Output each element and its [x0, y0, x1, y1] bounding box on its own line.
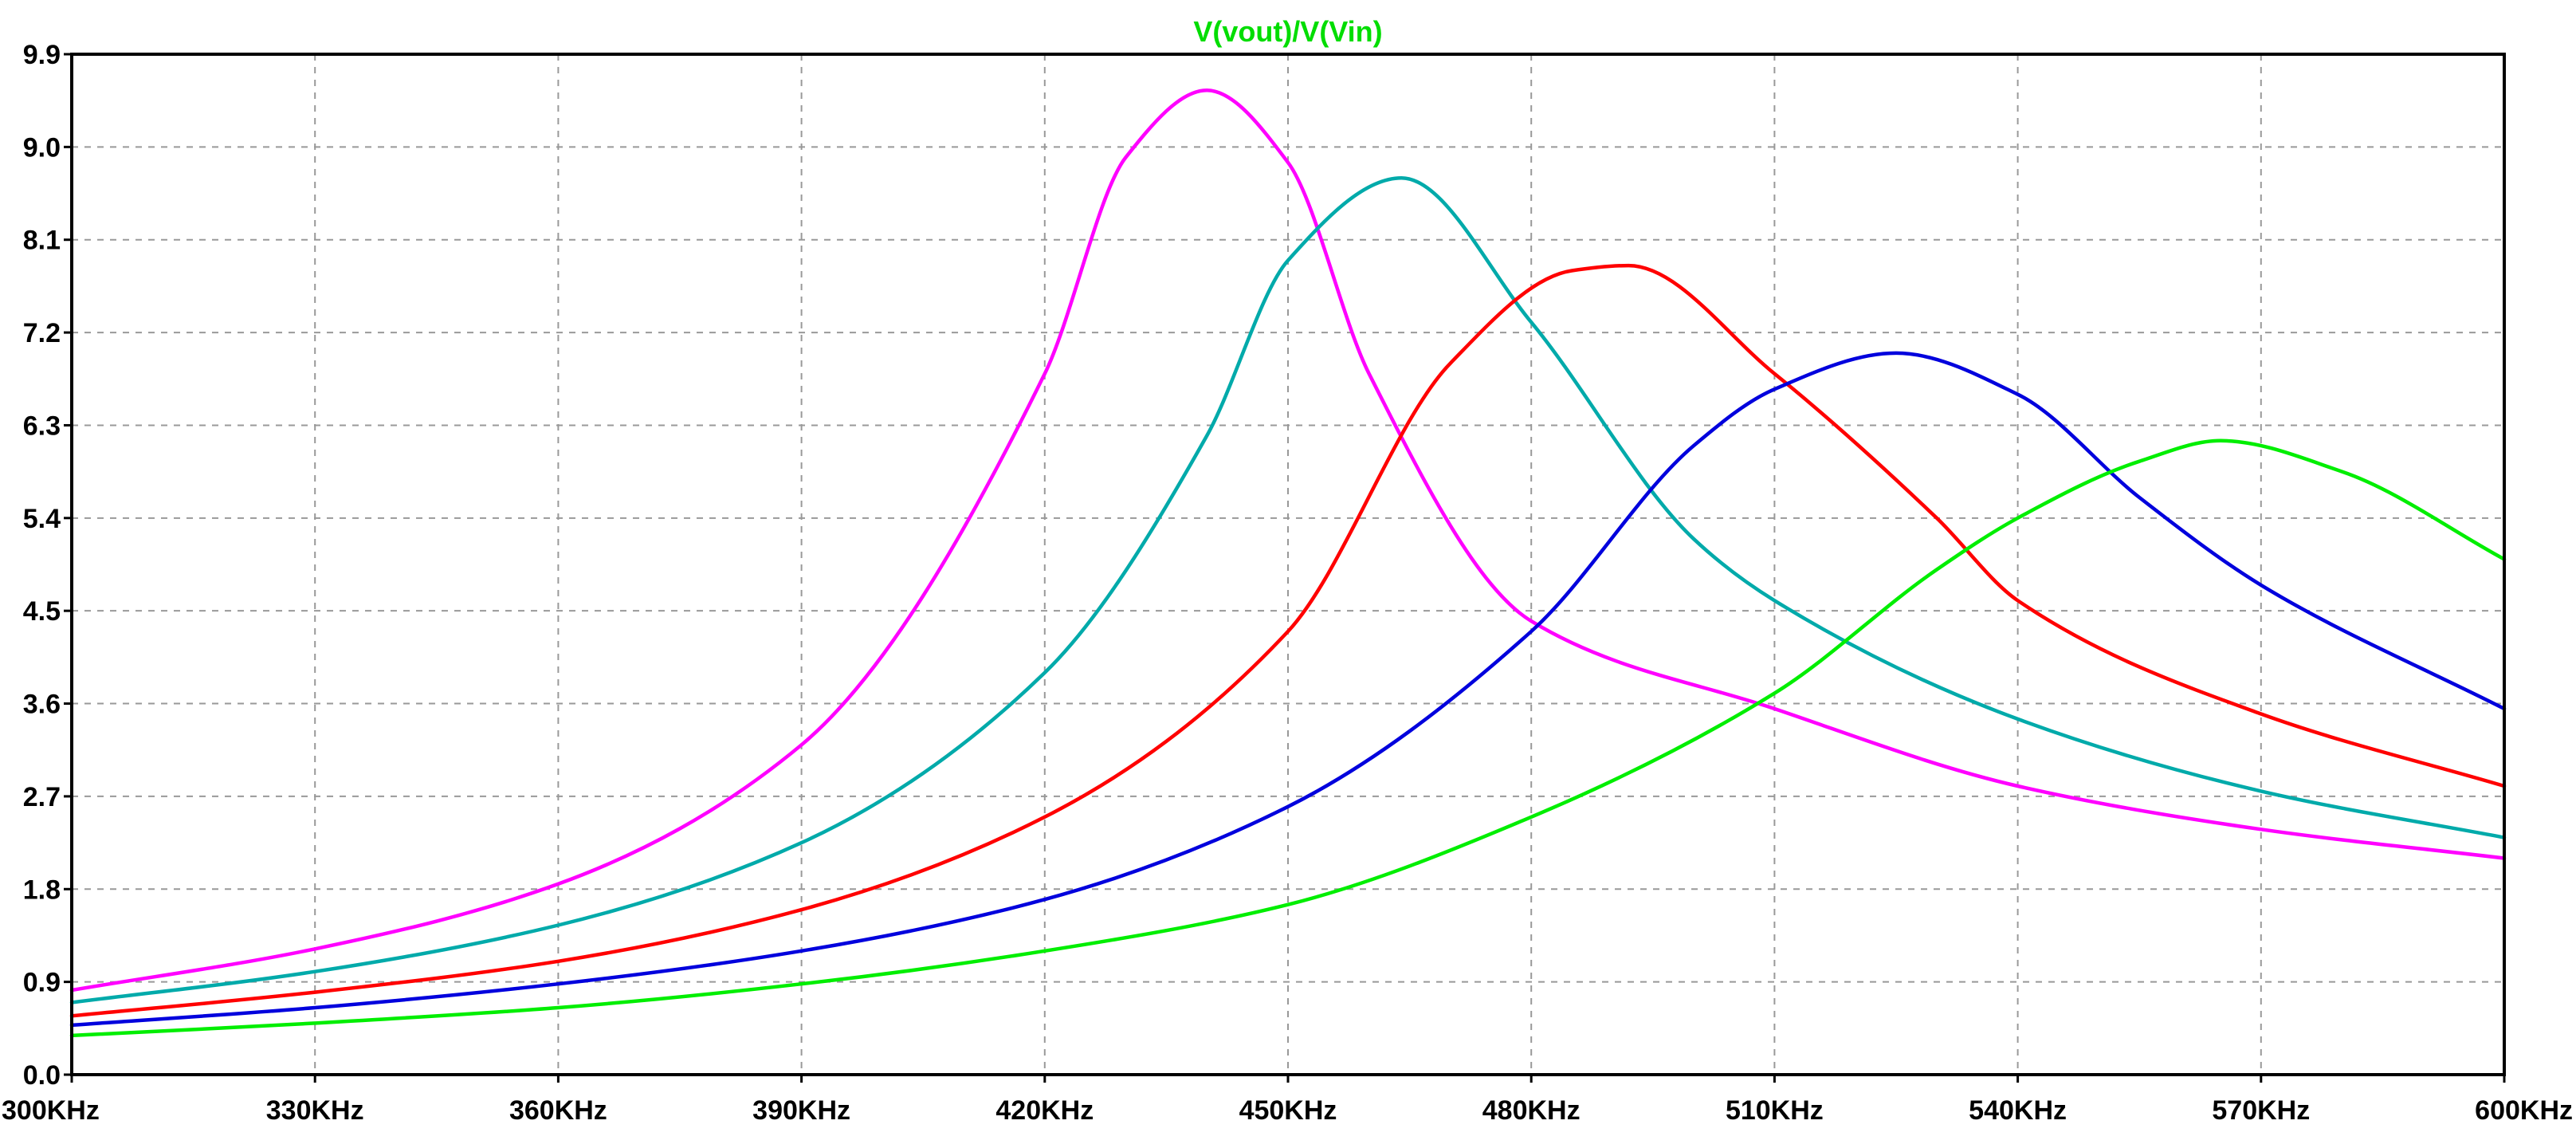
axis-ticks: 300KHz 330KHz 360KHz 390KHz 420KHz 450KHz 480K…: [2, 40, 2573, 1126]
series-line-5: [69, 438, 2507, 1038]
y-tick-label: 2.7: [23, 782, 61, 812]
y-tick-label: 4.5: [23, 596, 61, 627]
x-tick-label: 450KHz: [1239, 1095, 1337, 1126]
y-tick-label: 1.8: [23, 875, 61, 905]
series-line-4: [69, 351, 2507, 1028]
y-tick-label: 9.9: [23, 40, 61, 70]
y-tick-label: 3.6: [23, 690, 61, 720]
y-tick-label: 6.3: [23, 411, 61, 441]
x-tick-label: 480KHz: [1482, 1095, 1581, 1126]
x-tick-label: 510KHz: [1726, 1095, 1824, 1126]
x-tick-label: 300KHz: [2, 1095, 100, 1126]
series-line-3: [69, 263, 2507, 1018]
x-tick-label: 360KHz: [509, 1095, 607, 1126]
x-tick-label: 540KHz: [1969, 1095, 2067, 1126]
y-tick-label: 7.2: [23, 318, 61, 348]
chart-title: V(vout)/V(Vin): [1193, 15, 1382, 48]
y-tick-label: 0.0: [23, 1060, 61, 1091]
x-tick-label: 330KHz: [266, 1095, 364, 1126]
series-line-1: [69, 88, 2507, 993]
y-tick-label: 8.1: [23, 226, 61, 256]
x-tick-label: 420KHz: [995, 1095, 1094, 1126]
series-layer: [69, 88, 2507, 1038]
y-tick-label: 5.4: [23, 504, 61, 534]
x-tick-label: 570KHz: [2212, 1095, 2310, 1126]
grid-lines: [72, 54, 2504, 1075]
y-tick-label: 0.9: [23, 968, 61, 998]
series-line-2: [69, 175, 2507, 1005]
x-tick-label: 390KHz: [752, 1095, 850, 1126]
x-tick-label: 600KHz: [2475, 1095, 2573, 1126]
y-tick-label: 9.0: [23, 132, 61, 163]
